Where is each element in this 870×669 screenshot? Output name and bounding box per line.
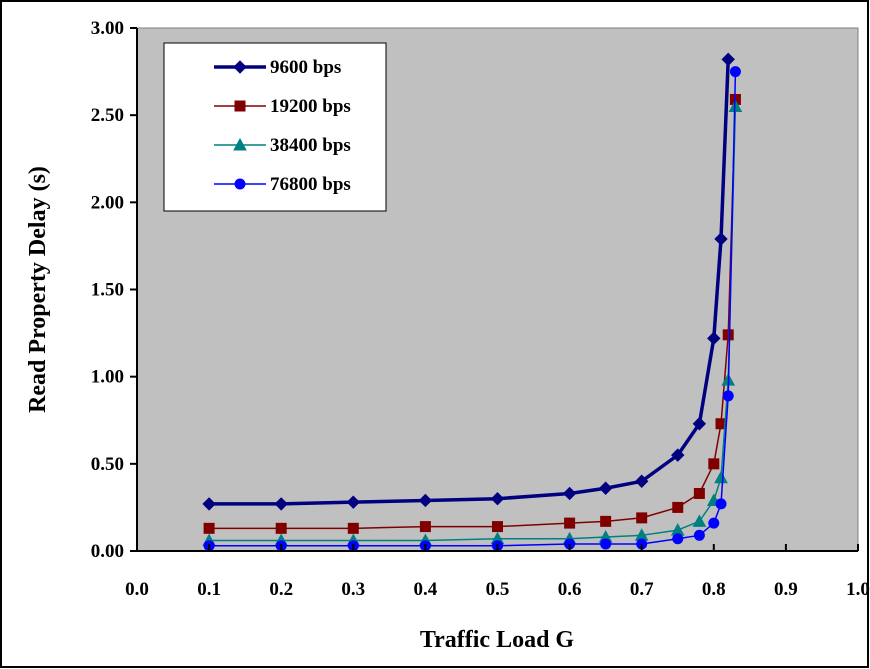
square-marker (275, 522, 287, 534)
x-tick-label: 0.0 (125, 579, 149, 600)
diamond-marker (562, 486, 577, 501)
y-tick-label: 3.00 (91, 18, 124, 39)
diamond-marker (692, 417, 707, 431)
legend-label: 9600 bps (270, 57, 341, 78)
x-tick-label: 0.3 (341, 579, 365, 600)
x-tick-label: 0.1 (197, 579, 221, 600)
axes-layer: 0.00 0.50 1.00 1.50 2.00 2.50 3.00 0.0 0.1 0.2 0.3… (91, 18, 870, 600)
triangle-marker (714, 470, 728, 484)
x-tick-label: 0.7 (630, 579, 654, 600)
legend: 9600 bps 19200 bps 38400 bps 76800 bps (163, 42, 387, 212)
x-axis-title: Traffic Load G (420, 627, 575, 653)
legend-label: 76800 bps (270, 174, 351, 195)
square-marker (636, 512, 648, 524)
diamond-marker (598, 481, 613, 495)
square-marker (672, 501, 684, 513)
diamond-marker (233, 60, 247, 74)
series-line (209, 99, 737, 530)
y-tick-label: 2.00 (91, 192, 124, 213)
y-tick-label: 0.50 (91, 454, 124, 475)
square-marker (347, 522, 359, 534)
square-marker (722, 329, 734, 341)
diamond-marker (721, 52, 735, 67)
x-tick-label: 0.8 (702, 579, 726, 600)
y-tick-label: 2.50 (91, 105, 124, 126)
diamond-marker (418, 493, 433, 508)
square-marker (708, 458, 720, 470)
diamond-marker (202, 497, 216, 511)
x-tick-label: 0.4 (414, 579, 438, 600)
y-tick-label: 0.00 (91, 541, 124, 562)
diamond-marker (671, 448, 685, 462)
series-0 (202, 52, 735, 511)
series-1 (203, 93, 741, 534)
square-marker (203, 522, 215, 534)
square-marker (492, 521, 503, 533)
x-tick-label: 0.2 (269, 579, 293, 600)
y-tick-label: 1.50 (91, 280, 124, 301)
diamond-marker (634, 474, 649, 488)
circle-marker (600, 538, 612, 550)
diamond-marker (274, 497, 288, 511)
x-tick-label: 0.6 (558, 579, 582, 600)
legend-box (163, 42, 387, 212)
series-3 (203, 66, 741, 552)
square-marker (419, 521, 431, 533)
circle-marker (708, 517, 720, 529)
y-axis-title: Read Property Delay (s) (25, 166, 51, 413)
circle-marker (729, 66, 741, 78)
triangle-marker (692, 514, 707, 527)
square-marker (564, 517, 576, 529)
x-tick-label: 0.5 (486, 579, 510, 600)
diamond-marker (490, 491, 505, 506)
diamond-marker (346, 495, 361, 509)
triangle-marker (728, 99, 743, 112)
circle-marker (715, 498, 727, 510)
circle-marker (234, 178, 246, 190)
series-layer (202, 52, 743, 552)
circle-marker (693, 529, 705, 541)
circle-marker (722, 390, 734, 402)
diamond-marker (707, 331, 721, 346)
triangle-marker (233, 137, 247, 151)
legend-label: 19200 bps (270, 96, 351, 117)
legend-label: 38400 bps (270, 135, 351, 156)
circle-marker (672, 533, 684, 545)
x-tick-label: 0.9 (774, 579, 798, 600)
diamond-marker (714, 232, 728, 246)
square-marker (693, 487, 705, 499)
square-marker (600, 515, 612, 527)
y-tick-label: 1.00 (91, 367, 124, 388)
x-tick-label: 1.0 (846, 579, 870, 600)
square-marker (234, 100, 246, 112)
